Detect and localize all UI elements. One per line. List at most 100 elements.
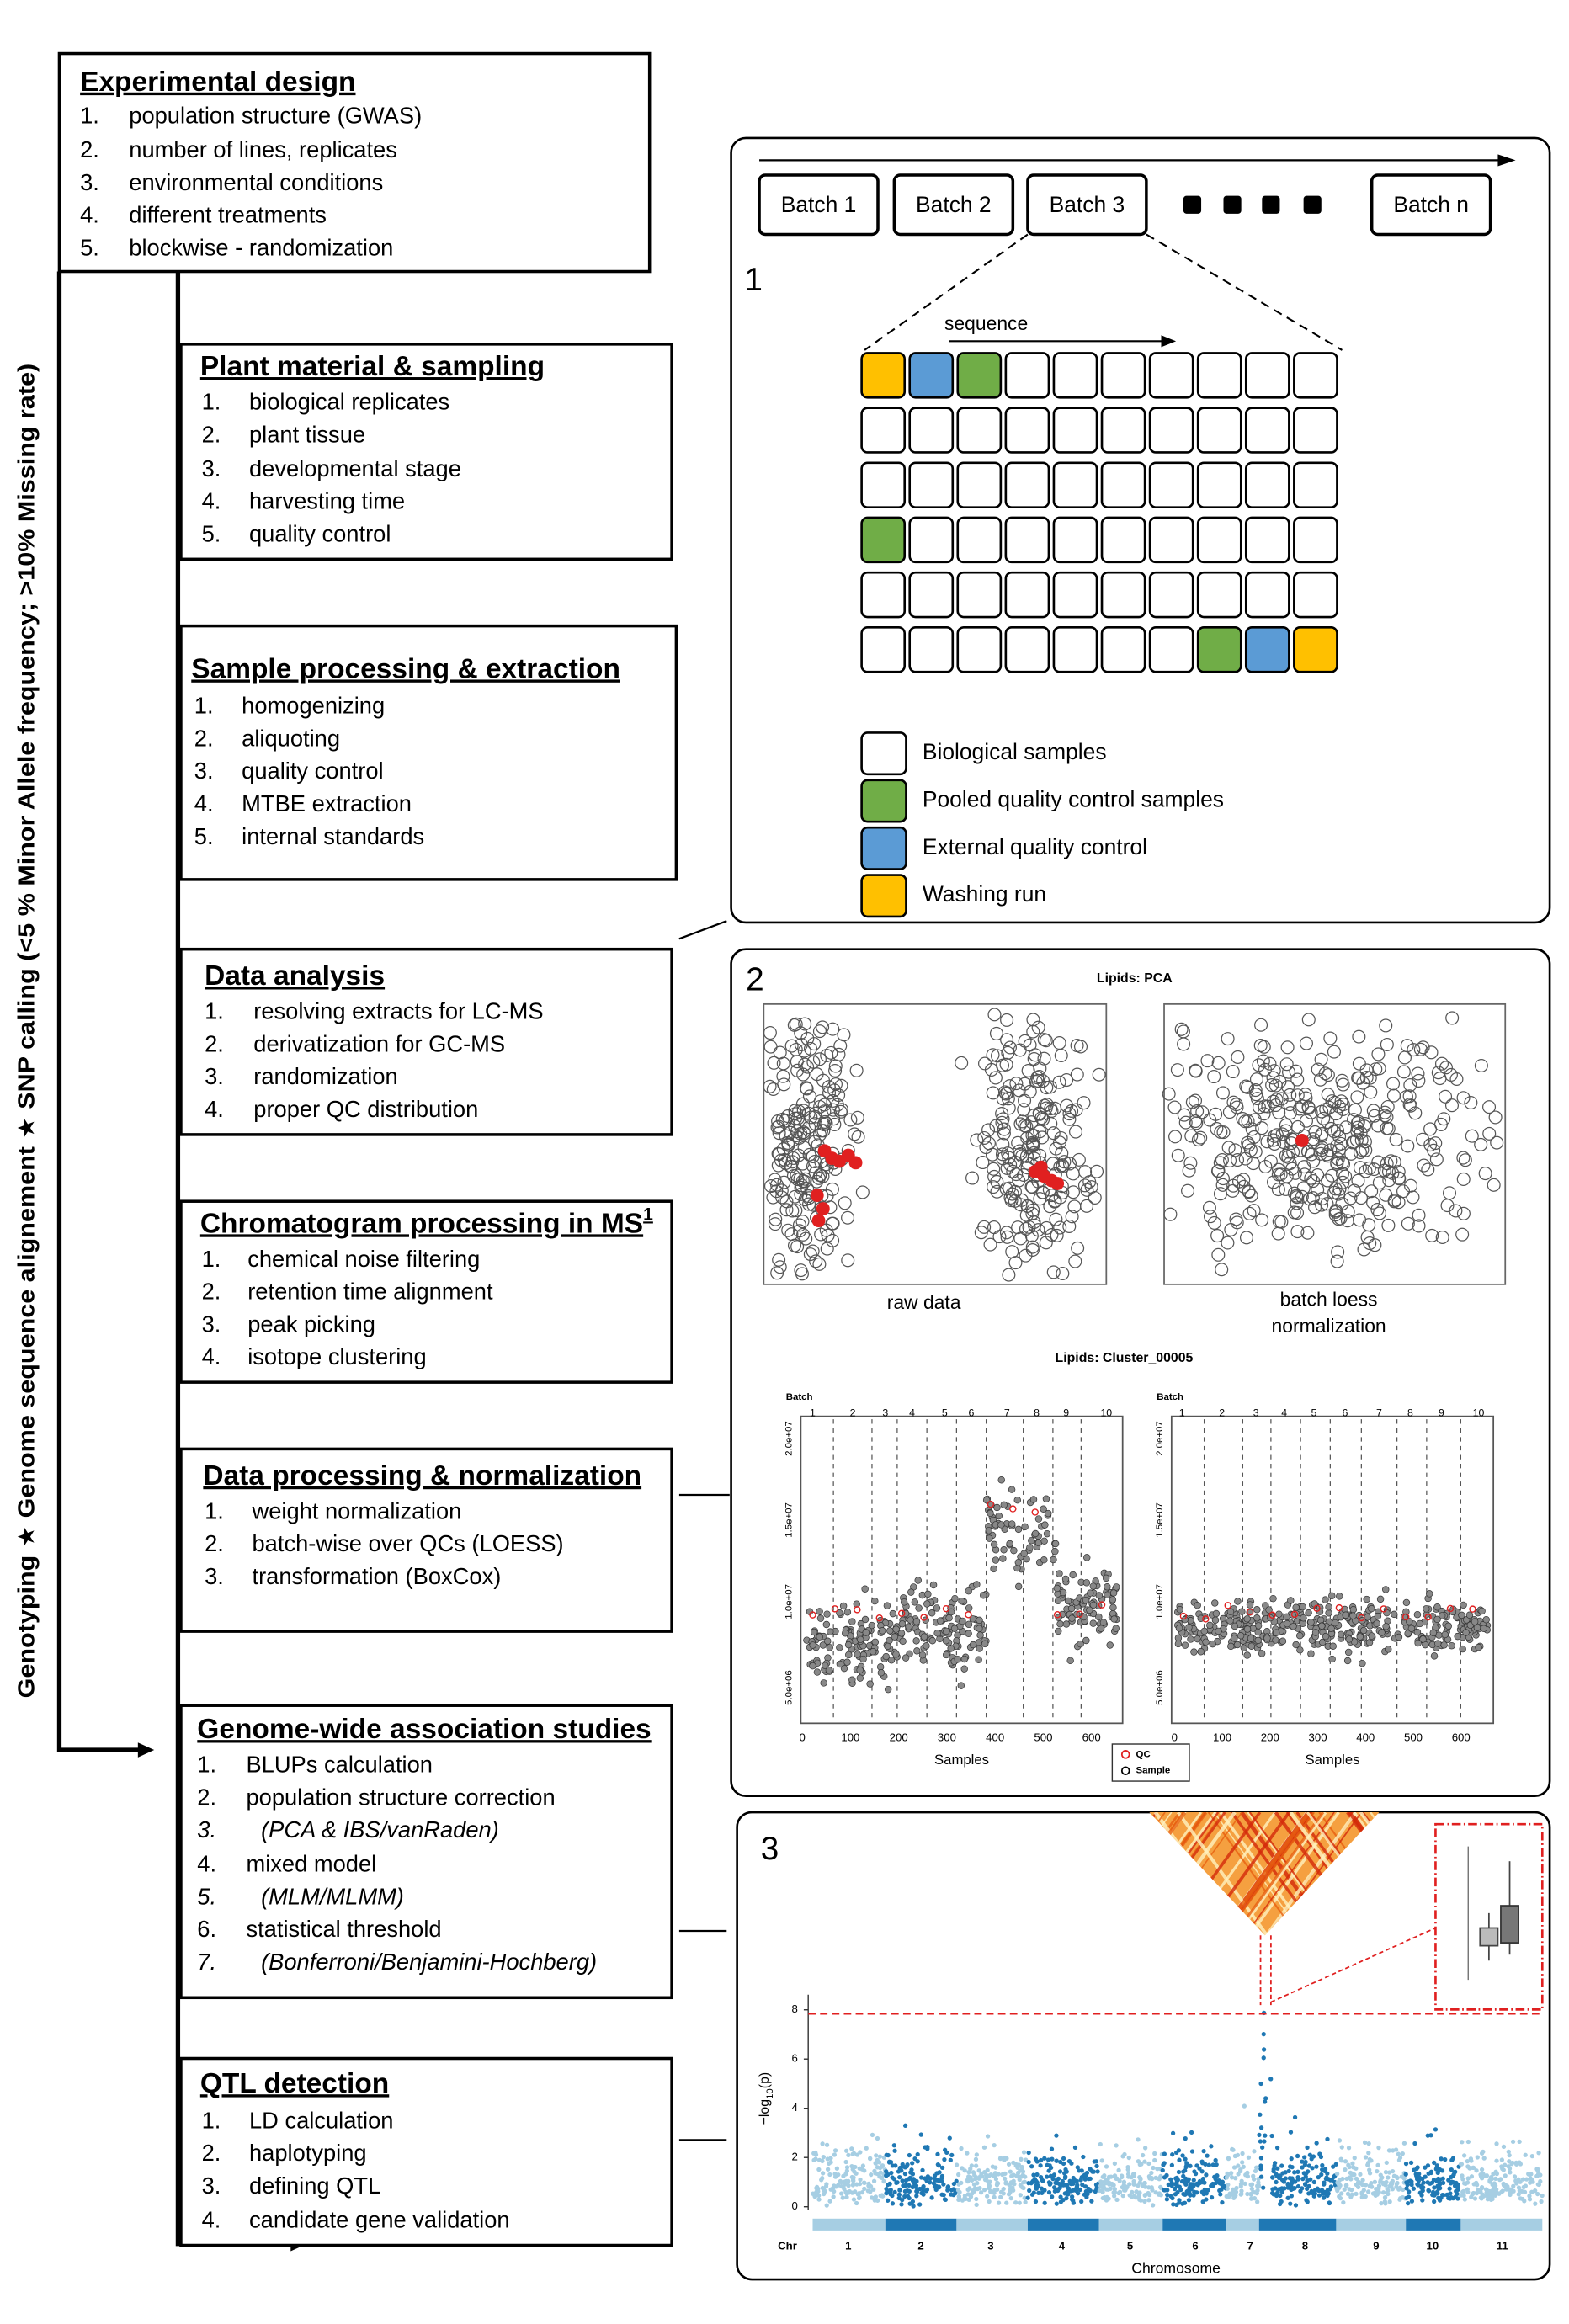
sample-point [1226, 1617, 1234, 1625]
sample-point [1040, 1505, 1047, 1513]
snp-point [1365, 2189, 1371, 2194]
snp-point [907, 2195, 912, 2201]
step-item-text: peak picking [247, 1311, 375, 1337]
snp-point [996, 2200, 1002, 2205]
panel-1: Batch 1 Batch 2 Batch 3 Batch n1sequenceBio… [744, 154, 1516, 918]
snp-point [1359, 2194, 1364, 2200]
snp-point [1305, 2186, 1310, 2192]
snp-point [1226, 2182, 1231, 2188]
snp-point [1448, 2191, 1453, 2196]
sample-point [1109, 1596, 1117, 1603]
step-item-number: 3. [197, 1816, 216, 1843]
sample-point [1322, 1596, 1329, 1603]
snp-point [1301, 2171, 1306, 2176]
pca-point [1439, 1089, 1453, 1104]
sample-point [914, 1577, 922, 1584]
pca-point [1223, 1153, 1237, 1167]
sample-point [853, 1600, 861, 1608]
qc-point [1268, 1611, 1276, 1619]
sample-point [905, 1623, 912, 1630]
pca-point [1401, 1139, 1415, 1153]
pca-point [1189, 1114, 1203, 1129]
snp-point [1249, 2186, 1254, 2192]
sidebar-label: Genotyping ★ Genome sequence alignement … [13, 364, 40, 1699]
sample-point [1407, 1625, 1416, 1632]
snp-point [1435, 2176, 1441, 2182]
batch-number: 6 [969, 1407, 975, 1418]
step-item-number: 2. [202, 2140, 221, 2166]
snp-point [1231, 2147, 1236, 2152]
pca-point [1092, 1067, 1106, 1082]
snp-point [1038, 2163, 1043, 2168]
snp-point [1386, 2191, 1391, 2197]
qc-point [1076, 1610, 1083, 1618]
snp-point [1349, 2192, 1354, 2197]
pca-point [1321, 1149, 1335, 1163]
pca-point [1049, 1212, 1063, 1226]
pca-point [1178, 1115, 1193, 1130]
pca-point [1043, 1199, 1057, 1214]
pca-point [1261, 1099, 1275, 1114]
pca-point [849, 1063, 864, 1077]
snp-point [1414, 2177, 1420, 2182]
snp-point [998, 2194, 1003, 2199]
pca-point [1230, 1100, 1244, 1114]
pca-point [1002, 1151, 1016, 1165]
snp-point [1010, 2185, 1015, 2190]
snp-point [1419, 2185, 1424, 2190]
pca-point [1367, 1162, 1381, 1177]
pca-point [1055, 1158, 1070, 1173]
step-item-number: 4. [205, 1096, 224, 1122]
chromosome-strip [1336, 2218, 1407, 2231]
pca-point [1339, 1120, 1354, 1135]
snp-point [1114, 2143, 1119, 2148]
sample-point [973, 1581, 981, 1588]
snp-point [1239, 2178, 1244, 2183]
pca-point [1283, 1088, 1297, 1102]
snp-point [1494, 2158, 1499, 2163]
plate-well [860, 352, 907, 399]
sample-point [1416, 1619, 1423, 1628]
snp-point [1081, 2154, 1086, 2160]
snp-point [1346, 2162, 1351, 2167]
snp-point [1528, 2176, 1533, 2181]
snp-point [1149, 2185, 1154, 2190]
pca-point [1272, 1215, 1286, 1229]
snp-point [1376, 2186, 1381, 2192]
snp-point [1443, 2157, 1448, 2162]
snp-point [1260, 2145, 1265, 2150]
snp-point [1269, 2133, 1274, 2139]
snp-point [942, 2197, 948, 2202]
step-item-text: internal standards [242, 823, 424, 849]
snp-point [1387, 2199, 1392, 2204]
step-item-text: mixed model [246, 1851, 376, 1877]
sample-point [886, 1627, 894, 1635]
snp-point [972, 2172, 977, 2178]
sample-point [928, 1609, 936, 1617]
pca-point [1320, 1197, 1334, 1211]
sequence-label: sequence [944, 312, 1028, 334]
pca-point [1465, 1129, 1479, 1143]
snp-point [900, 2197, 905, 2203]
pca-point [987, 1162, 1001, 1176]
pca-point [1380, 1121, 1394, 1135]
pca-point [1331, 1245, 1345, 1259]
pca-point [785, 1204, 800, 1218]
snp-point [1383, 2170, 1389, 2175]
sample-point [992, 1556, 1000, 1564]
sample-point [1325, 1609, 1332, 1617]
legend-label: QC [1136, 1749, 1151, 1759]
sample-point [1475, 1643, 1482, 1651]
snp-point [1303, 2174, 1308, 2179]
sample-point [976, 1645, 983, 1652]
sample-point [997, 1521, 1005, 1529]
sample-point [1471, 1618, 1479, 1625]
pca-point [1340, 1214, 1354, 1228]
sample-point [933, 1604, 941, 1612]
snp-point [1391, 2148, 1396, 2153]
sample-point [923, 1642, 930, 1650]
snp-point [1252, 2196, 1258, 2201]
snp-point [1527, 2197, 1533, 2202]
snp-point [1516, 2185, 1522, 2190]
snp-point [1269, 2175, 1275, 2180]
